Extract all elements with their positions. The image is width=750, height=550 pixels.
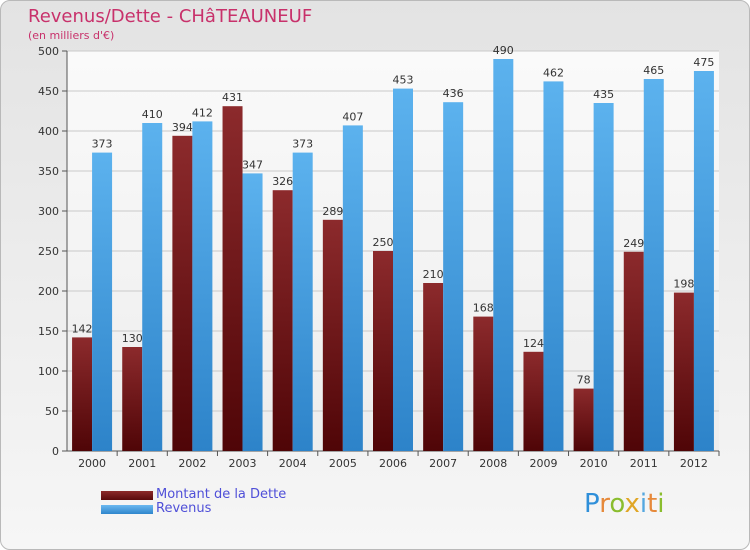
data-label-revenus: 373 [92, 138, 113, 151]
x-tick-label: 2001 [128, 457, 156, 470]
bar-dette [673, 292, 694, 451]
data-label-dette: 431 [222, 91, 243, 104]
x-tick-label: 2003 [229, 457, 257, 470]
bar-revenus [142, 123, 163, 451]
bar-revenus [643, 79, 664, 451]
bar-dette [272, 190, 293, 451]
data-label-dette: 142 [72, 322, 93, 335]
data-label-revenus: 347 [242, 158, 263, 171]
data-label-dette: 168 [473, 302, 494, 315]
logo-letter: o [609, 489, 625, 519]
data-label-dette: 250 [373, 236, 394, 249]
data-label-dette: 130 [122, 332, 143, 345]
bar-dette [222, 106, 243, 451]
chart-subtitle: (en milliers d'€) [28, 29, 115, 42]
data-label-revenus: 453 [393, 74, 414, 87]
bar-revenus [192, 121, 213, 452]
data-label-dette: 210 [423, 268, 444, 281]
data-label-revenus: 490 [493, 44, 514, 57]
x-tick-label: 2009 [529, 457, 557, 470]
x-tick-label: 2006 [379, 457, 407, 470]
logo-letter: r [599, 489, 610, 519]
data-label-revenus: 412 [192, 106, 213, 119]
bar-dette [322, 219, 343, 451]
y-tick-label: 150 [38, 325, 59, 338]
x-tick-label: 2012 [680, 457, 708, 470]
bar-revenus [593, 103, 614, 451]
bar-revenus [693, 71, 714, 451]
bar-revenus [443, 102, 464, 451]
data-label-revenus: 410 [142, 108, 163, 121]
bar-revenus [393, 88, 413, 451]
data-label-revenus: 407 [342, 110, 363, 123]
data-label-revenus: 436 [443, 87, 464, 100]
bar-dette [523, 351, 544, 451]
bar-dette [122, 347, 143, 451]
bar-dette [573, 388, 594, 451]
logo-letter: i [657, 489, 665, 519]
logo-letter: t [647, 489, 658, 519]
bar-revenus [342, 125, 363, 452]
x-tick-label: 2004 [279, 457, 307, 470]
data-label-revenus: 465 [643, 64, 664, 77]
y-tick-label: 350 [38, 165, 59, 178]
bar-dette [72, 337, 93, 451]
legend-swatch-revenus [101, 505, 153, 514]
x-tick-label: 2010 [580, 457, 608, 470]
bar-dette [473, 316, 494, 451]
legend-label-dette: Montant de la Dette [156, 487, 287, 502]
y-tick-label: 250 [38, 245, 59, 258]
bar-dette [172, 135, 193, 452]
bar-dette [423, 283, 444, 451]
x-tick-label: 2002 [178, 457, 206, 470]
y-tick-label: 500 [38, 45, 59, 58]
bar-revenus [292, 152, 313, 451]
logo-letter: i [639, 489, 648, 519]
x-tick-label: 2011 [630, 457, 658, 470]
bar-revenus [493, 59, 514, 451]
proxiti-logo: Proxiti [584, 489, 665, 519]
data-label-dette: 326 [272, 175, 293, 188]
legend-label-revenus: Revenus [156, 501, 212, 516]
bar-dette [373, 251, 393, 451]
data-label-dette: 394 [172, 121, 193, 134]
y-tick-label: 50 [45, 405, 59, 418]
x-tick-label: 2000 [78, 457, 106, 470]
x-tick-label: 2005 [329, 457, 357, 470]
y-tick-label: 100 [38, 365, 59, 378]
bar-revenus [543, 81, 564, 452]
y-tick-label: 200 [38, 285, 59, 298]
data-label-dette: 289 [322, 205, 343, 218]
chart-title: Revenus/Dette - CHâTEAUNEUF [28, 6, 313, 27]
data-label-dette: 198 [673, 278, 694, 291]
y-tick-label: 300 [38, 205, 59, 218]
data-label-revenus: 435 [593, 88, 614, 101]
data-label-dette: 78 [577, 374, 591, 387]
y-tick-label: 0 [52, 445, 59, 458]
bar-dette [623, 251, 644, 451]
y-tick-label: 450 [38, 85, 59, 98]
x-tick-label: 2008 [479, 457, 507, 470]
bar-revenus [92, 152, 113, 451]
x-tick-label: 2007 [429, 457, 457, 470]
legend-swatch-dette [101, 491, 153, 500]
data-label-revenus: 462 [543, 66, 564, 79]
y-tick-label: 400 [38, 125, 59, 138]
bar-revenus [242, 173, 263, 451]
data-label-revenus: 373 [292, 138, 313, 151]
data-label-revenus: 475 [693, 56, 714, 69]
data-label-dette: 249 [623, 237, 644, 250]
data-label-dette: 124 [523, 337, 544, 350]
logo-letter: P [584, 489, 600, 519]
logo-letter: x [624, 489, 640, 519]
